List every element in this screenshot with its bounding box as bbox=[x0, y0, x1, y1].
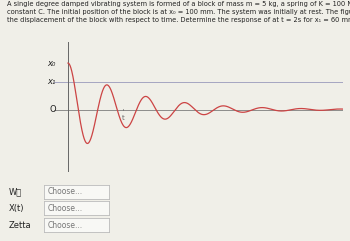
Text: A single degree damped vibrating system is formed of a block of mass m = 5 kg, a: A single degree damped vibrating system … bbox=[7, 1, 350, 23]
Text: X(t): X(t) bbox=[9, 204, 24, 213]
Text: O: O bbox=[49, 105, 56, 114]
Text: Zetta: Zetta bbox=[9, 221, 32, 230]
Text: Choose...: Choose... bbox=[48, 221, 83, 230]
Text: x₀: x₀ bbox=[47, 59, 56, 67]
Text: Choose...: Choose... bbox=[48, 187, 83, 196]
Text: t: t bbox=[122, 115, 124, 121]
Text: x₁: x₁ bbox=[47, 77, 56, 86]
Text: W␲: W␲ bbox=[9, 187, 22, 196]
Text: Choose...: Choose... bbox=[48, 204, 83, 213]
